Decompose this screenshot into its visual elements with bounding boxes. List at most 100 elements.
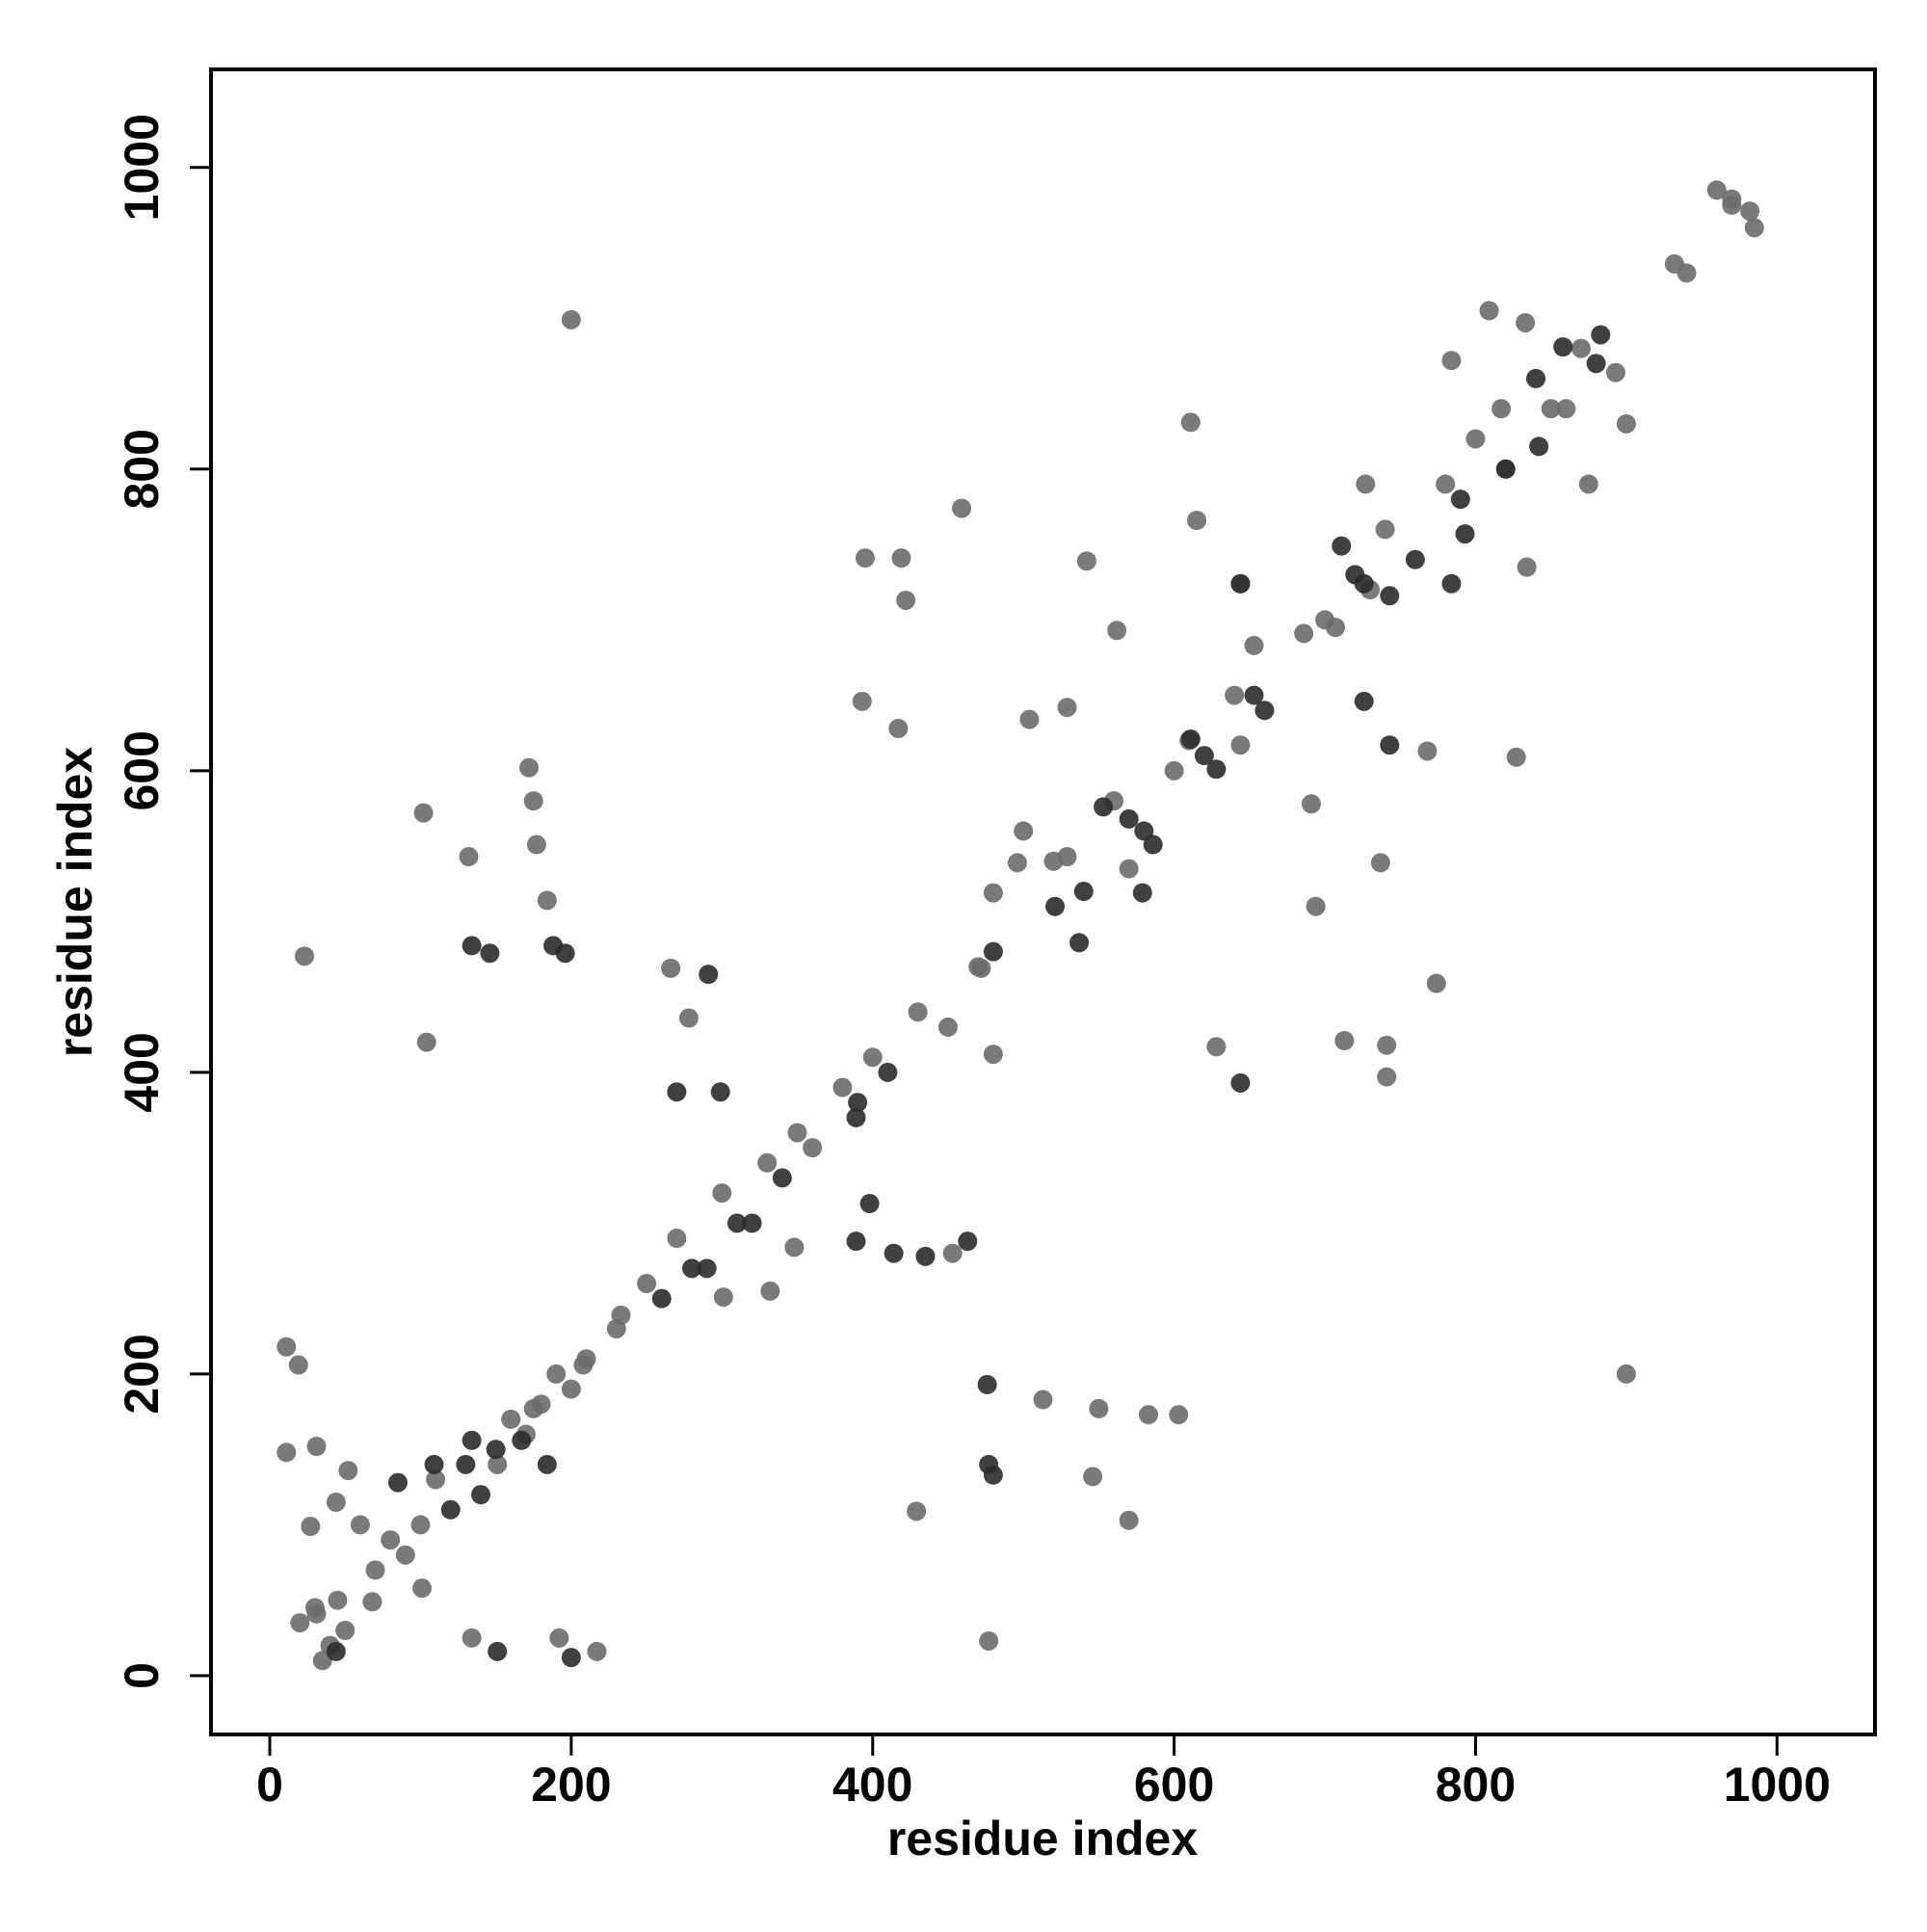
y-tick-label: 600 [115,730,169,810]
point [651,1288,672,1309]
point [1057,698,1077,718]
point [977,1374,997,1394]
point [519,757,540,778]
point [1436,474,1456,494]
point [277,1442,297,1463]
point [301,1517,321,1536]
point [1180,728,1201,749]
point [338,1461,358,1481]
point [1089,1398,1109,1418]
point [413,803,434,823]
point [859,1194,880,1214]
point [326,1641,346,1661]
point [1541,399,1561,419]
point [1143,834,1163,855]
point [1664,253,1684,274]
x-axis-title: residue index [887,1812,1199,1866]
point [667,1229,687,1249]
point [1377,1067,1397,1087]
point [712,1183,732,1204]
point [1441,573,1462,594]
point [1526,368,1546,388]
y-tick-label: 0 [115,1662,169,1689]
point [1230,1072,1251,1093]
point [1506,747,1526,767]
point [1616,1363,1636,1384]
point [942,1243,963,1263]
x-tick-label: 1000 [1724,1758,1831,1812]
point [1033,1389,1053,1410]
point [537,1454,557,1474]
point [908,1002,928,1022]
point [1426,973,1446,993]
point [983,883,1003,903]
point [915,1246,936,1266]
point [480,943,500,964]
point [1045,896,1066,916]
point [1556,399,1576,419]
point [1405,549,1425,569]
point [561,1648,581,1668]
point [667,1082,687,1102]
point [1377,1035,1397,1055]
point [335,1621,356,1640]
point [1007,853,1027,873]
point [1591,325,1611,345]
y-tick-label: 1000 [115,114,169,221]
point [1073,882,1094,902]
point [362,1592,383,1612]
point [891,548,911,569]
point [1194,746,1214,766]
point [1206,1037,1227,1057]
point [1479,301,1499,321]
point [1134,821,1154,841]
point [1380,735,1400,755]
point [546,1363,567,1384]
point [1706,180,1727,200]
point [555,943,575,964]
point [1354,573,1374,594]
point [1119,1510,1139,1530]
y-tick-label: 800 [115,429,169,509]
point [312,1651,332,1671]
point [742,1213,762,1233]
point [412,1578,433,1599]
y-tick-label: 200 [115,1334,169,1414]
point [803,1138,823,1158]
point [277,1337,297,1357]
point [290,1613,310,1633]
point [459,847,479,867]
point [1244,635,1264,655]
point [958,1231,978,1252]
point [416,1032,436,1052]
point [1605,362,1625,383]
point [294,946,314,966]
point [1076,551,1096,571]
point [440,1499,461,1520]
point [1722,189,1742,209]
point [637,1274,657,1293]
point [1375,519,1395,540]
point [456,1454,476,1474]
point [1014,821,1034,841]
point [1529,437,1549,457]
point [983,1045,1003,1065]
point [1332,536,1352,556]
point [661,958,681,978]
point [561,1379,581,1399]
point [611,1305,631,1325]
point [471,1485,491,1505]
point [682,1258,702,1279]
point [787,1123,807,1143]
point [523,791,543,811]
point [699,965,719,985]
point [1744,218,1764,238]
point [288,1355,308,1375]
point [852,691,872,711]
point [549,1628,569,1648]
point [488,1454,508,1474]
point [1180,412,1201,433]
point [1244,685,1264,705]
y-tick-label: 400 [115,1032,169,1112]
point [462,1628,482,1648]
